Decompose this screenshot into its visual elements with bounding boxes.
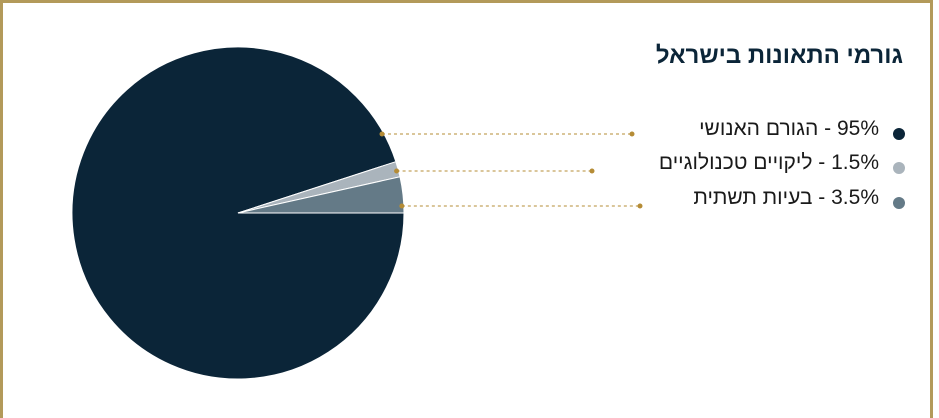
leader-dot-tech-defects-start <box>394 168 400 174</box>
legend-label-tech-defects: 1.5% - ליקויים טכנולוגיים <box>658 151 879 174</box>
legend-label-human-factor: 95% - הגורם האנושי <box>699 117 879 140</box>
legend-item-tech-defects: 1.5% - ליקויים טכנולוגיים <box>659 151 905 175</box>
pie-slice-infrastructure <box>237 176 405 214</box>
leader-dot-infrastructure-end <box>637 203 643 209</box>
leader-dot-infrastructure-start <box>399 203 405 209</box>
legend-dot-tech-defects <box>893 162 905 174</box>
legend-dot-human-factor <box>893 128 905 140</box>
legend-label-infrastructure: 3.5% - בעיות תשתית <box>693 186 879 209</box>
leader-dot-tech-defects-end <box>589 168 595 174</box>
legend-item-human-factor: 95% - הגורם האנושי <box>699 117 905 141</box>
legend-item-infrastructure: 3.5% - בעיות תשתית <box>693 186 905 210</box>
leader-dot-human-factor-start <box>379 131 385 137</box>
leader-dot-human-factor-end <box>629 131 635 137</box>
chart-title: גורמי התאונות בישראל <box>655 42 903 69</box>
legend-dot-infrastructure <box>893 197 905 209</box>
